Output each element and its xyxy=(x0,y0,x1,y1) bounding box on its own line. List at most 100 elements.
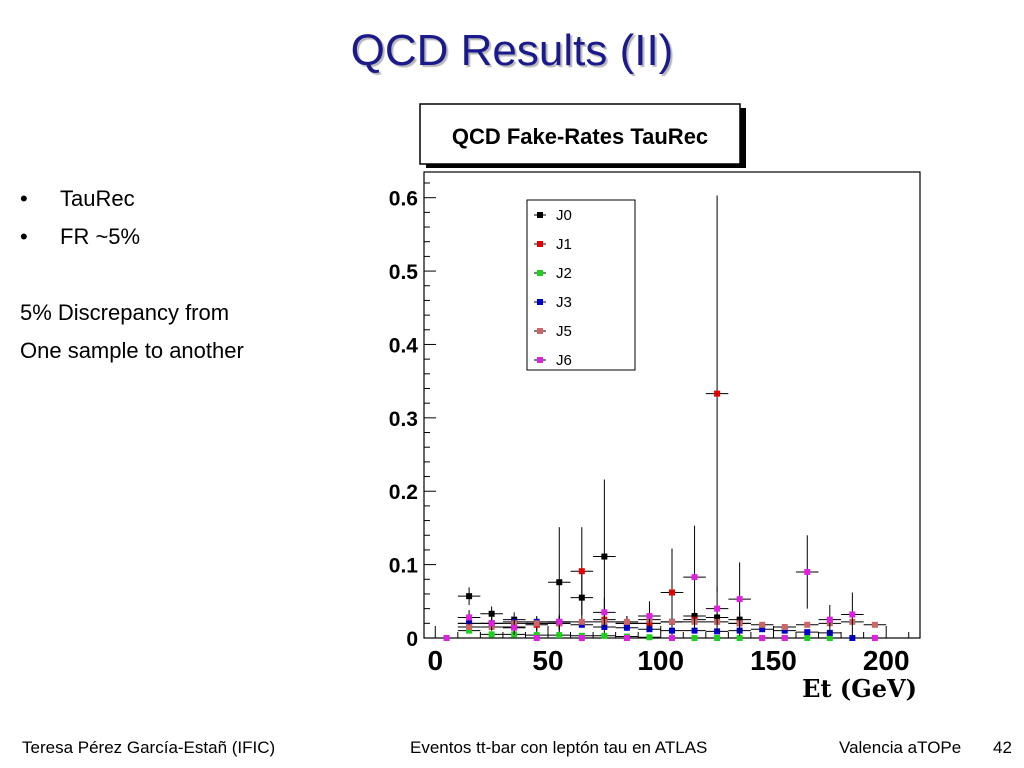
data-point xyxy=(849,635,856,641)
x-tick-label: 50 xyxy=(532,645,563,676)
legend-marker xyxy=(537,299,543,305)
data-point xyxy=(804,568,811,575)
chart-title-box xyxy=(419,103,741,165)
data-point xyxy=(736,635,743,641)
data-point xyxy=(578,568,585,575)
data-point xyxy=(826,635,833,641)
data-point xyxy=(443,635,450,641)
legend: J0 J1 J2 J3 J5 J6 xyxy=(534,207,572,369)
data-point xyxy=(601,553,608,560)
data-point xyxy=(826,616,833,623)
data-point xyxy=(601,632,608,639)
data-point xyxy=(759,621,766,628)
x-axis-label: Et (GeV) xyxy=(802,674,917,703)
chart-title: QCD Fake-Rates TauRec xyxy=(452,124,708,149)
data-point xyxy=(804,621,811,628)
data-point xyxy=(646,612,653,619)
bullet-dot: • xyxy=(20,186,28,211)
data-point xyxy=(669,618,675,625)
legend-marker xyxy=(537,270,543,276)
data-point xyxy=(466,593,473,600)
data-point xyxy=(691,635,698,641)
data-point xyxy=(533,620,540,627)
data-point xyxy=(669,635,675,641)
series-j6 xyxy=(435,525,887,641)
bullet-list: • TauRec • FR ~5% xyxy=(20,180,140,256)
data-point xyxy=(714,628,721,635)
data-point xyxy=(781,623,788,630)
y-tick-label: 0 xyxy=(406,628,418,651)
legend-marker xyxy=(537,357,543,363)
legend-label: J3 xyxy=(556,294,572,311)
data-point xyxy=(578,618,585,625)
data-point xyxy=(466,623,473,630)
data-point xyxy=(736,596,743,603)
footer-author: Teresa Pérez García-Estañ (IFIC) xyxy=(22,738,276,757)
y-tick-label: 0.2 xyxy=(389,481,418,504)
footer-talk-title: Eventos tt-bar con leptón tau en ATLAS xyxy=(410,738,708,757)
y-tick-label: 0.3 xyxy=(389,408,418,431)
data-point xyxy=(578,635,585,641)
data-point xyxy=(601,609,608,616)
notes: 5% Discrepancy from One sample to anothe… xyxy=(20,294,244,370)
y-tick-label: 0.6 xyxy=(389,188,418,211)
data-point xyxy=(781,627,788,634)
legend-marker xyxy=(537,328,543,334)
legend-label: J1 xyxy=(556,236,572,253)
y-tick-label: 0.1 xyxy=(389,555,419,578)
data-point xyxy=(488,631,495,638)
y-tick-label: 0.5 xyxy=(389,261,419,284)
data-point xyxy=(511,624,518,631)
note-line: One sample to another xyxy=(20,338,244,363)
data-point xyxy=(669,589,675,596)
data-point xyxy=(466,627,473,634)
x-tick-label: 0 xyxy=(427,645,443,676)
data-point xyxy=(623,624,630,631)
y-tick-label: 0.4 xyxy=(389,334,419,357)
data-point xyxy=(488,610,495,617)
data-point xyxy=(556,632,563,639)
fake-rate-chart: QCD Fake-Rates TauRec 0 0.1 0.2 0.3 0.4 0.5 0.… xyxy=(389,103,921,703)
x-tick-label: 100 xyxy=(637,645,684,676)
bullet-dot: • xyxy=(20,224,28,249)
bullet-item: • FR ~5% xyxy=(20,218,140,256)
legend-marker xyxy=(537,212,543,218)
data-marks xyxy=(435,195,887,641)
footer-event: Valencia aTOPe xyxy=(839,738,962,757)
data-point xyxy=(714,390,721,397)
data-point xyxy=(714,635,721,641)
bullet-item: • TauRec xyxy=(20,180,140,218)
data-point xyxy=(646,634,653,641)
data-point xyxy=(759,635,766,641)
data-point xyxy=(623,618,630,625)
legend-label: J2 xyxy=(556,265,572,282)
data-point xyxy=(804,635,811,641)
data-point xyxy=(759,626,766,633)
data-point xyxy=(691,627,698,634)
legend-label: J5 xyxy=(556,323,572,340)
data-point xyxy=(849,611,856,618)
data-point xyxy=(488,620,495,627)
data-point xyxy=(669,627,675,634)
data-point xyxy=(623,635,630,641)
data-point xyxy=(714,605,721,612)
page-number: 42 xyxy=(993,738,1012,757)
data-point xyxy=(871,635,878,641)
data-point xyxy=(556,618,563,625)
bullet-text: TauRec xyxy=(60,186,135,211)
slide-title: QCD Results (II) xyxy=(350,26,674,75)
legend-label: J0 xyxy=(556,207,572,224)
axes: 0 0.1 0.2 0.3 0.4 0.5 0.6 0 50 100 150 200 xyxy=(389,182,910,676)
legend-box xyxy=(526,199,636,371)
note-line: 5% Discrepancy from xyxy=(20,300,230,325)
data-point xyxy=(804,629,811,636)
x-tick-label: 200 xyxy=(863,645,910,676)
x-tick-label: 150 xyxy=(750,645,797,676)
legend-label: J6 xyxy=(556,352,572,369)
data-point xyxy=(781,635,788,641)
data-point xyxy=(466,614,473,621)
data-point xyxy=(691,574,698,581)
data-point xyxy=(871,621,878,628)
legend-marker xyxy=(537,241,543,247)
data-point xyxy=(556,579,563,586)
